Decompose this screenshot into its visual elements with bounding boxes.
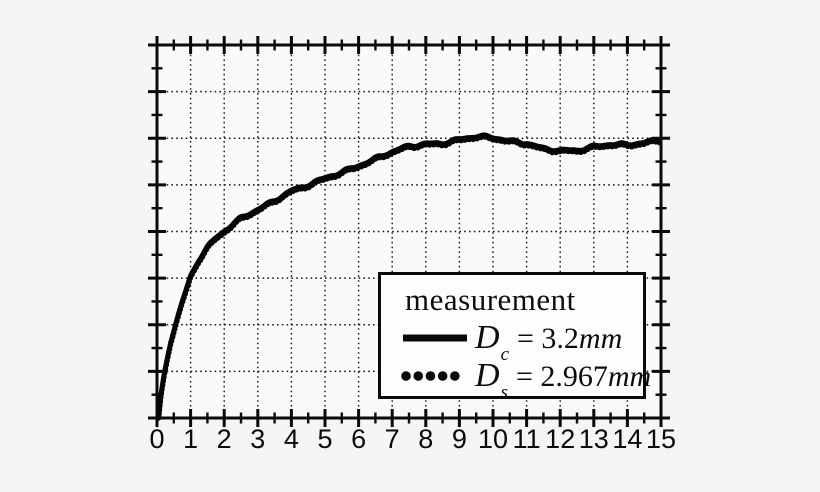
x-tick-label: 3 — [250, 424, 265, 454]
legend-title: measurement — [405, 282, 576, 317]
x-tick-label: 6 — [351, 424, 366, 454]
legend-subscript-dc: c — [500, 343, 509, 365]
x-tick-label: 7 — [385, 424, 400, 454]
x-tick-label: 9 — [452, 424, 467, 454]
dotted-line-swatch — [401, 369, 472, 383]
x-tick-label: 4 — [284, 424, 299, 454]
solid-line-swatch — [401, 331, 471, 345]
x-tick-label: 2 — [217, 424, 232, 454]
x-tick-label: 14 — [612, 424, 642, 454]
legend-unit-ds: mm — [607, 359, 652, 393]
x-tick-label: 0 — [149, 424, 164, 454]
legend-value-dc: = 3.2 — [517, 321, 579, 355]
x-tick-label: 8 — [418, 424, 433, 454]
legend-symbol-dc: D — [475, 318, 500, 356]
curve-ds-dotted — [156, 134, 664, 421]
plot-frame — [155, 43, 663, 420]
x-tick-label: 1 — [183, 424, 198, 454]
x-tick-label: 12 — [545, 424, 575, 454]
x-tick-label: 5 — [317, 424, 332, 454]
x-tick-label: 11 — [513, 424, 541, 454]
legend-subscript-ds: s — [500, 381, 508, 403]
x-tick-label: 13 — [579, 424, 609, 454]
x-tick-label: 15 — [646, 424, 676, 454]
x-tick-label: 10 — [478, 424, 508, 454]
legend-value-ds: = 2.967 — [515, 359, 608, 393]
legend-symbol-ds: D — [475, 356, 500, 394]
legend-unit-dc: mm — [578, 321, 623, 355]
